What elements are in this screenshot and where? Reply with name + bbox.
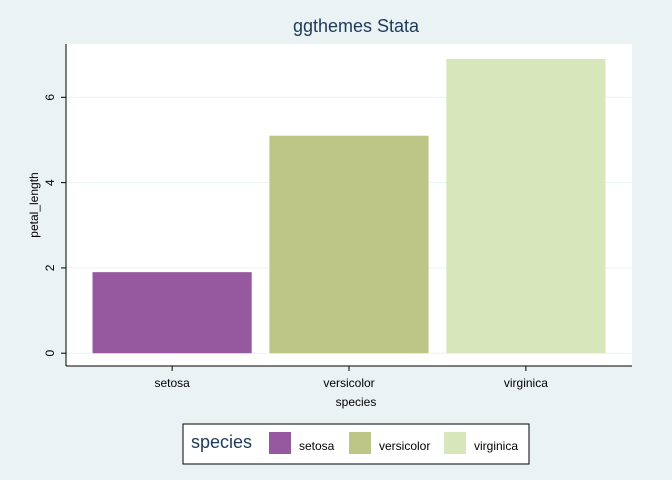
bars (92, 58, 606, 354)
legend-label: virginica (474, 439, 518, 453)
y-tick-label: 0 (43, 350, 57, 357)
legend-items: setosa versicolor virginica (269, 432, 518, 454)
legend-swatch-versicolor (349, 432, 371, 454)
y-tick-label: 2 (43, 264, 57, 271)
y-tick-label: 6 (43, 94, 57, 101)
y-tick-label: 4 (43, 179, 57, 186)
legend-label: setosa (299, 439, 335, 453)
bar-virginica (446, 58, 606, 354)
x-tick-label: versicolor (323, 376, 374, 390)
x-axis-ticks: setosa versicolor virginica (154, 366, 548, 390)
legend-label: versicolor (379, 439, 430, 453)
legend: species setosa versicolor virginica (182, 423, 530, 465)
bar-setosa (92, 272, 252, 354)
chart-title: ggthemes Stata (293, 16, 420, 36)
legend-title: species (191, 432, 252, 452)
bar-versicolor (269, 135, 429, 354)
y-axis-ticks: 0 2 4 6 (43, 94, 66, 357)
y-axis-title: petal_length (27, 172, 41, 237)
x-tick-label: virginica (504, 376, 548, 390)
x-axis-title: species (336, 395, 377, 409)
legend-swatch-virginica (444, 432, 466, 454)
x-tick-label: setosa (154, 376, 190, 390)
legend-swatch-setosa (269, 432, 291, 454)
